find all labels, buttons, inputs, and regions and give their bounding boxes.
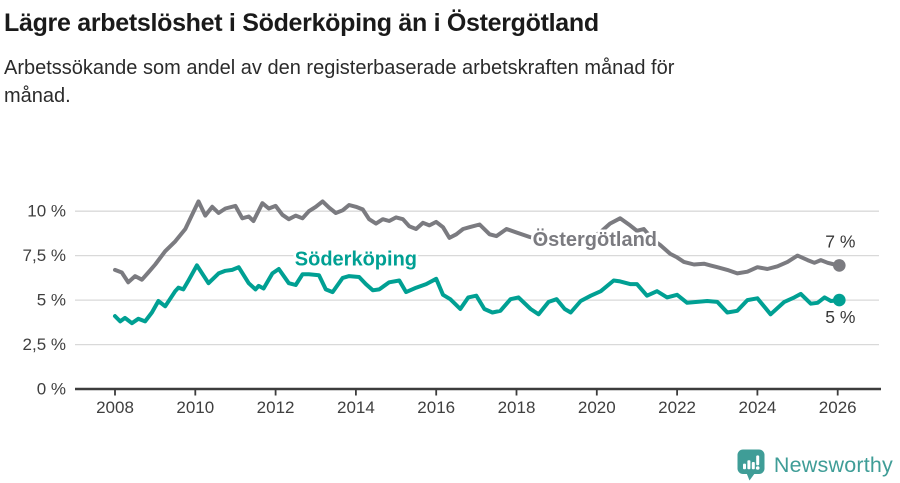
series-end-dot-soderkoping — [833, 293, 846, 307]
logo-bars — [742, 455, 760, 470]
newsworthy-wordmark: Newsworthy — [773, 452, 893, 477]
series-end-value-soderkoping: 5 % — [825, 307, 855, 327]
y-tick-label: 5 % — [37, 291, 66, 310]
chart-subtitle: Arbetssökande som andel av den registerb… — [4, 57, 675, 108]
series-line-soderkoping — [113, 263, 842, 326]
series-end-value-ostergotland: 7 % — [825, 231, 855, 251]
x-tick-label: 2024 — [738, 398, 776, 417]
logo-bubble — [737, 449, 765, 481]
series-end-dot-ostergotland — [833, 259, 846, 272]
unemployment-line-chart: 0 % 2,5 % 5 % 7,5 % 10 % 2008 2010 2012 2014 2016… — [23, 199, 881, 417]
newsworthy-branding: Newsworthy — [737, 449, 893, 481]
x-tick-label: 2012 — [257, 398, 295, 417]
y-tick-label: 7,5 % — [23, 246, 66, 265]
x-tick-label: 2020 — [578, 398, 616, 417]
y-tick-label: 2,5 % — [23, 335, 66, 354]
x-tick-label: 2008 — [96, 398, 134, 417]
y-tick-label: 0 % — [37, 380, 66, 399]
y-tick-label: 10 % — [27, 202, 66, 221]
x-tick-label: 2022 — [658, 398, 696, 417]
chart-title: Lägre arbetslöshet i Söderköping än i Ös… — [4, 9, 599, 37]
series-label-soderkoping: Söderköping — [295, 248, 417, 270]
series-line-ostergotland — [113, 199, 842, 285]
series-label-ostergotland: Östergötland — [533, 228, 657, 251]
x-tick-label: 2014 — [337, 398, 375, 417]
x-tick-label: 2026 — [819, 398, 857, 417]
x-tick-label: 2016 — [417, 398, 455, 417]
x-tick-label: 2010 — [176, 398, 214, 417]
x-tick-label: 2018 — [498, 398, 536, 417]
bar-chart-speech-bubble-icon — [737, 449, 765, 481]
